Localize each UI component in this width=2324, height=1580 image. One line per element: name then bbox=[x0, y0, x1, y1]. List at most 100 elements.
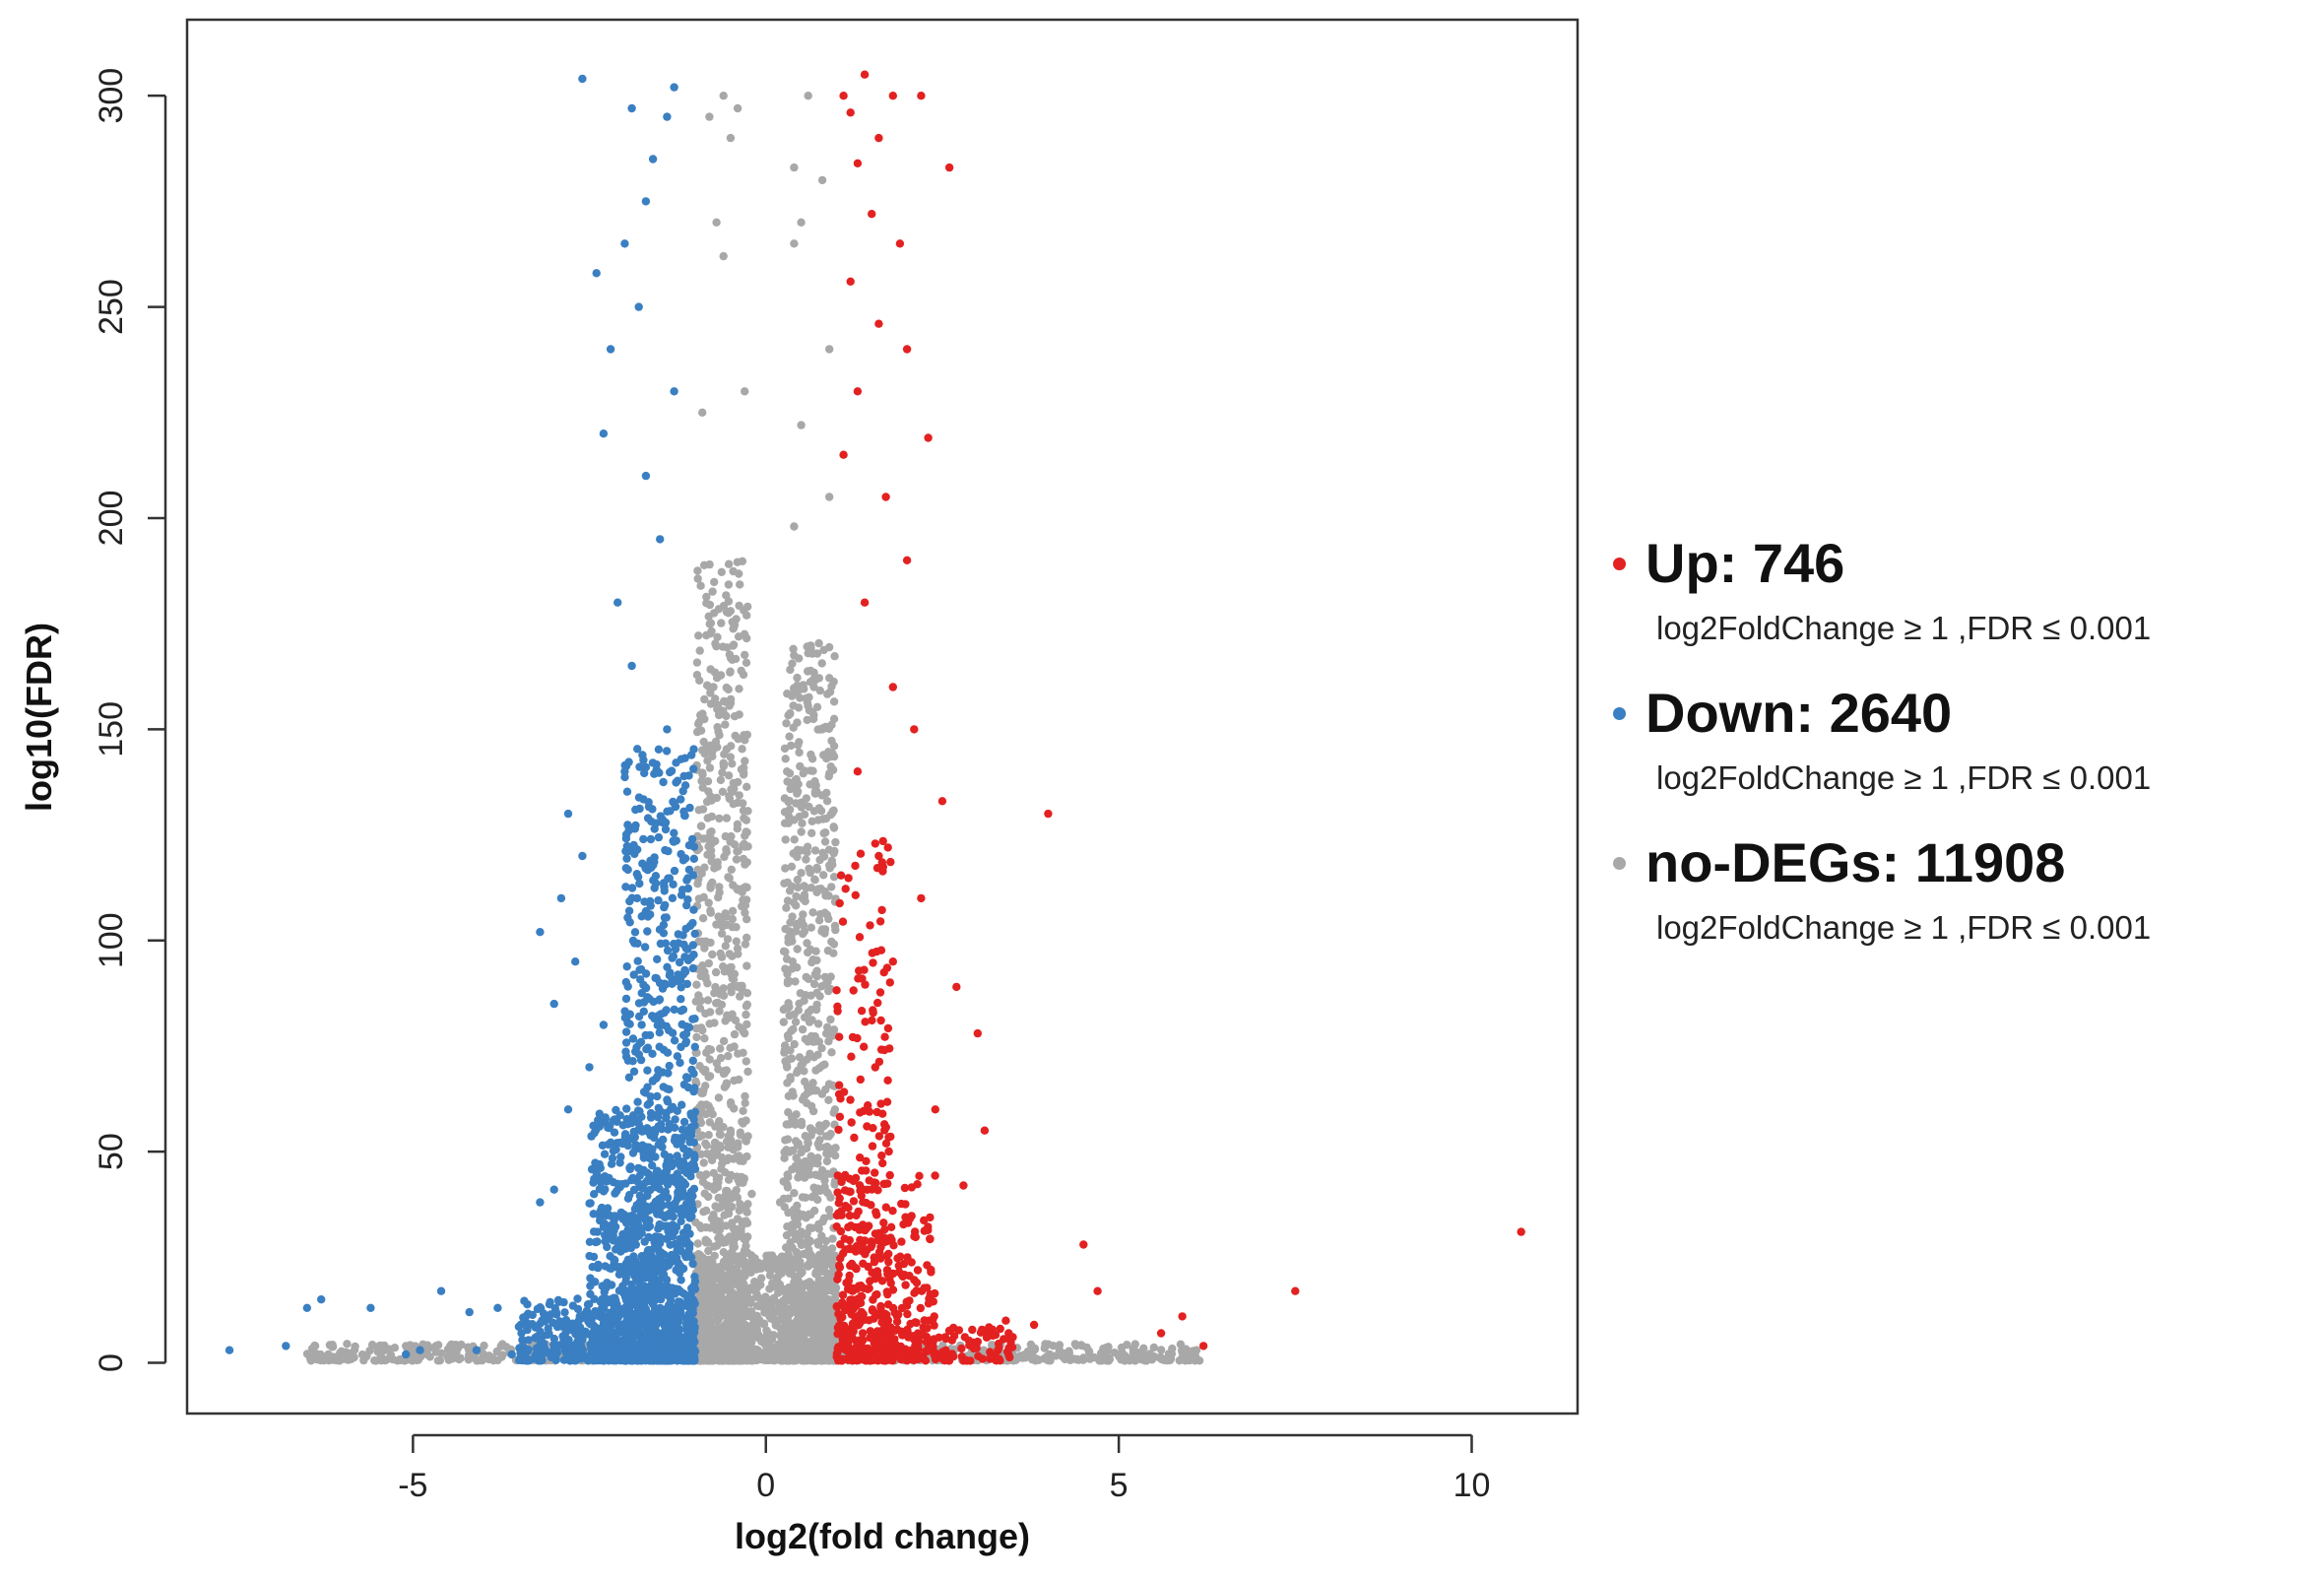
point-no-degs-266 bbox=[734, 777, 742, 787]
point-no-degs-705 bbox=[743, 1067, 752, 1077]
point-no-degs-3187 bbox=[473, 1356, 482, 1365]
point-no-degs-1562 bbox=[824, 772, 833, 781]
point-no-degs-893 bbox=[707, 851, 716, 861]
point-no-degs-1560 bbox=[793, 963, 802, 972]
point-no-degs-2436 bbox=[704, 1269, 713, 1279]
point-no-degs-3011 bbox=[1157, 1346, 1166, 1354]
point-no-degs-2474 bbox=[797, 1298, 806, 1308]
point-no-degs-1510 bbox=[824, 891, 833, 900]
point-up-3976 bbox=[957, 1344, 966, 1353]
point-no-degs-3326 bbox=[741, 1028, 749, 1038]
point-up-3737 bbox=[849, 1304, 858, 1313]
point-no-degs-2531 bbox=[753, 1293, 763, 1302]
point-up-3849 bbox=[859, 1310, 868, 1319]
point-up-4003 bbox=[922, 1338, 931, 1347]
point-no-degs-1293 bbox=[810, 777, 819, 786]
point-up-4036 bbox=[1044, 809, 1053, 819]
point-no-degs-1551 bbox=[820, 1143, 830, 1152]
point-up-3993 bbox=[850, 1355, 860, 1365]
point-no-degs-813 bbox=[742, 658, 751, 667]
point-down-4711 bbox=[646, 834, 656, 844]
point-up-3764 bbox=[837, 1177, 846, 1187]
point-no-degs-1390 bbox=[824, 1037, 833, 1046]
point-up-3404 bbox=[860, 1042, 869, 1051]
point-no-degs-1172 bbox=[793, 875, 803, 885]
point-no-degs-1335 bbox=[788, 912, 797, 921]
point-no-degs-3318 bbox=[817, 725, 827, 734]
point-up-3364 bbox=[871, 1168, 879, 1177]
point-down-4804 bbox=[683, 1074, 692, 1083]
point-down-4705 bbox=[677, 1042, 685, 1052]
point-no-degs-2570 bbox=[739, 1294, 748, 1303]
point-no-degs-1636 bbox=[820, 1182, 829, 1192]
point-no-degs-1572 bbox=[788, 691, 797, 700]
point-no-degs-253 bbox=[708, 587, 717, 596]
point-down-4602 bbox=[661, 824, 671, 834]
point-down-4549 bbox=[663, 807, 672, 816]
point-no-degs-110 bbox=[700, 694, 709, 704]
point-no-degs-2372 bbox=[705, 1262, 714, 1272]
point-up-3825 bbox=[872, 1290, 880, 1299]
point-no-degs-3224 bbox=[1078, 1355, 1088, 1364]
point-no-degs-3311 bbox=[797, 218, 806, 227]
point-up-3706 bbox=[844, 1276, 854, 1285]
point-down-4714 bbox=[665, 1085, 674, 1094]
data-points bbox=[225, 70, 1525, 1365]
point-no-degs-806 bbox=[735, 601, 743, 611]
point-no-degs-2197 bbox=[757, 1274, 766, 1283]
point-no-degs-428 bbox=[722, 814, 732, 823]
point-down-4578 bbox=[621, 864, 630, 873]
point-no-degs-3328 bbox=[804, 1139, 812, 1148]
point-no-degs-2596 bbox=[754, 1301, 763, 1311]
point-no-degs-458 bbox=[721, 1017, 730, 1025]
point-no-degs-810 bbox=[741, 842, 749, 851]
point-down-4175 bbox=[645, 1098, 654, 1107]
point-down-4647 bbox=[620, 1014, 629, 1022]
point-no-degs-837 bbox=[712, 1225, 721, 1234]
point-no-degs-2589 bbox=[708, 1308, 717, 1317]
point-no-degs-3272 bbox=[302, 1350, 312, 1358]
point-no-degs-2342 bbox=[699, 1275, 708, 1284]
point-no-degs-3121 bbox=[351, 1342, 359, 1351]
point-no-degs-3251 bbox=[786, 1354, 795, 1363]
point-up-3819 bbox=[832, 1222, 841, 1231]
point-down-4627 bbox=[645, 896, 655, 906]
point-up-4002 bbox=[944, 1356, 954, 1365]
point-no-degs-3331 bbox=[775, 1198, 785, 1207]
point-up-4029 bbox=[902, 556, 912, 564]
point-up-3527 bbox=[844, 874, 853, 883]
point-up-3894 bbox=[985, 1323, 994, 1332]
point-up-3498 bbox=[856, 1153, 865, 1162]
point-no-degs-894 bbox=[740, 629, 749, 638]
point-up-3991 bbox=[1004, 1329, 1013, 1338]
point-no-degs-1318 bbox=[820, 972, 830, 982]
point-up-3980 bbox=[962, 1356, 972, 1365]
point-no-degs-1281 bbox=[831, 925, 840, 935]
point-no-degs-1439 bbox=[809, 668, 818, 677]
point-no-degs-1088 bbox=[814, 638, 823, 648]
point-no-degs-1685 bbox=[803, 1088, 812, 1097]
point-no-degs-1655 bbox=[808, 1079, 817, 1087]
point-no-degs-1313 bbox=[790, 835, 799, 844]
point-down-4630 bbox=[680, 781, 690, 790]
point-no-degs-1491 bbox=[803, 939, 811, 948]
point-down-4057 bbox=[622, 854, 631, 863]
point-no-degs-311 bbox=[715, 1130, 725, 1139]
point-no-degs-1319 bbox=[780, 1153, 789, 1162]
point-no-degs-732 bbox=[711, 694, 720, 703]
point-down-4735 bbox=[662, 1006, 671, 1015]
point-up-4022 bbox=[846, 277, 855, 286]
point-down-4625 bbox=[681, 944, 690, 953]
point-down-4703 bbox=[677, 795, 685, 804]
point-down-4825 bbox=[622, 841, 631, 851]
point-no-degs-3322 bbox=[719, 758, 728, 767]
point-no-degs-2579 bbox=[736, 1280, 744, 1289]
point-down-4787 bbox=[621, 830, 631, 839]
point-up-3601 bbox=[879, 968, 888, 977]
point-up-4008 bbox=[960, 1333, 969, 1342]
point-down-4708 bbox=[631, 805, 640, 815]
point-no-degs-3185 bbox=[493, 1355, 502, 1365]
point-no-degs-1628 bbox=[793, 1141, 803, 1150]
point-no-degs-1512 bbox=[829, 823, 838, 831]
point-no-degs-2598 bbox=[777, 1269, 786, 1278]
